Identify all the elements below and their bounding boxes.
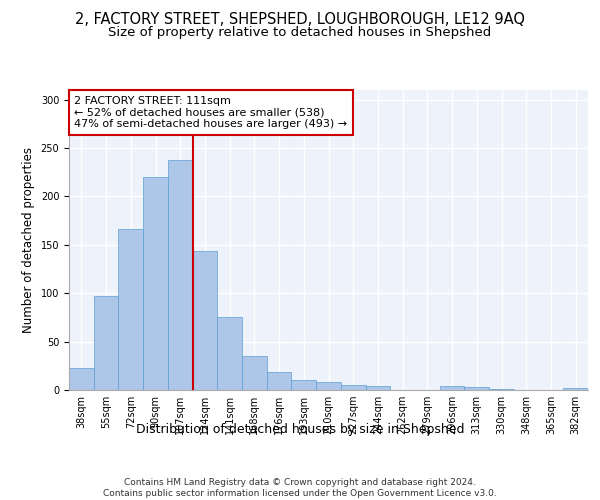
Bar	[489, 389, 514, 390]
Bar	[563, 388, 588, 390]
Bar	[193, 250, 217, 390]
Bar	[168, 160, 193, 390]
Text: 2 FACTORY STREET: 111sqm
← 52% of detached houses are smaller (538)
47% of semi-: 2 FACTORY STREET: 111sqm ← 52% of detach…	[74, 96, 347, 129]
Bar	[341, 385, 365, 390]
Text: Distribution of detached houses by size in Shepshed: Distribution of detached houses by size …	[136, 422, 464, 436]
Bar	[464, 387, 489, 390]
Bar	[267, 372, 292, 390]
Bar	[217, 318, 242, 390]
Bar	[118, 230, 143, 390]
Y-axis label: Number of detached properties: Number of detached properties	[22, 147, 35, 333]
Bar	[365, 386, 390, 390]
Bar	[94, 296, 118, 390]
Text: 2, FACTORY STREET, SHEPSHED, LOUGHBOROUGH, LE12 9AQ: 2, FACTORY STREET, SHEPSHED, LOUGHBOROUG…	[75, 12, 525, 28]
Bar	[69, 368, 94, 390]
Bar	[143, 177, 168, 390]
Text: Contains HM Land Registry data © Crown copyright and database right 2024.
Contai: Contains HM Land Registry data © Crown c…	[103, 478, 497, 498]
Text: Size of property relative to detached houses in Shepshed: Size of property relative to detached ho…	[109, 26, 491, 39]
Bar	[440, 386, 464, 390]
Bar	[316, 382, 341, 390]
Bar	[242, 356, 267, 390]
Bar	[292, 380, 316, 390]
